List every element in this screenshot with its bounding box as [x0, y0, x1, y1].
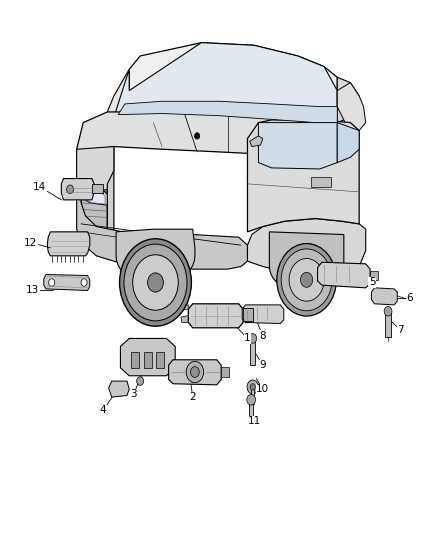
Bar [249, 400, 253, 422]
Text: 11: 11 [247, 416, 261, 426]
Text: 6: 6 [406, 294, 413, 303]
Polygon shape [337, 123, 359, 163]
Text: 12: 12 [24, 238, 37, 247]
Text: 3: 3 [130, 390, 137, 399]
Bar [131, 352, 139, 368]
Polygon shape [337, 83, 366, 133]
Bar [370, 271, 378, 280]
Polygon shape [269, 232, 344, 293]
Text: 5: 5 [369, 278, 376, 287]
Polygon shape [44, 274, 90, 290]
Polygon shape [337, 77, 359, 123]
Circle shape [49, 279, 55, 286]
Polygon shape [181, 305, 188, 310]
Polygon shape [371, 288, 397, 305]
Circle shape [120, 239, 191, 326]
Polygon shape [247, 219, 366, 274]
Polygon shape [61, 179, 94, 200]
Circle shape [148, 273, 163, 292]
Polygon shape [120, 338, 175, 376]
Polygon shape [83, 189, 105, 204]
Polygon shape [318, 262, 370, 288]
Bar [243, 308, 253, 321]
Polygon shape [116, 229, 195, 285]
Polygon shape [129, 43, 337, 91]
Polygon shape [77, 147, 114, 197]
Polygon shape [47, 232, 90, 256]
Text: 10: 10 [256, 384, 269, 394]
Polygon shape [114, 43, 337, 125]
Circle shape [289, 259, 324, 301]
Bar [144, 352, 152, 368]
Circle shape [133, 255, 178, 310]
Text: 8: 8 [259, 331, 266, 341]
Circle shape [124, 244, 187, 321]
Polygon shape [247, 120, 359, 232]
Bar [311, 177, 331, 187]
Text: 13: 13 [26, 286, 39, 295]
Text: 1: 1 [244, 334, 251, 343]
Bar [250, 338, 255, 365]
Text: 4: 4 [99, 406, 106, 415]
Circle shape [186, 361, 204, 383]
Polygon shape [188, 304, 243, 328]
Polygon shape [118, 101, 337, 123]
Bar [251, 387, 254, 404]
Polygon shape [181, 316, 188, 322]
Text: 14: 14 [33, 182, 46, 191]
Bar [92, 184, 103, 193]
Polygon shape [109, 381, 129, 397]
Circle shape [277, 244, 336, 316]
Polygon shape [77, 187, 247, 269]
Circle shape [67, 185, 74, 193]
Circle shape [250, 384, 255, 390]
Text: 9: 9 [259, 360, 266, 370]
Circle shape [384, 306, 392, 316]
Circle shape [281, 249, 332, 311]
Circle shape [300, 272, 313, 287]
Polygon shape [258, 123, 337, 169]
Circle shape [137, 377, 144, 385]
Polygon shape [81, 171, 107, 237]
Text: 7: 7 [397, 326, 404, 335]
Circle shape [81, 279, 87, 286]
Circle shape [247, 394, 256, 405]
Circle shape [194, 133, 200, 139]
Bar [221, 367, 229, 377]
Polygon shape [250, 136, 263, 147]
Circle shape [249, 334, 257, 343]
Polygon shape [107, 69, 129, 123]
Polygon shape [169, 360, 221, 385]
Text: 2: 2 [189, 392, 196, 402]
Bar [385, 311, 391, 337]
Polygon shape [242, 305, 284, 324]
Polygon shape [77, 112, 337, 160]
Polygon shape [77, 147, 114, 248]
Circle shape [247, 380, 258, 394]
Polygon shape [81, 187, 107, 205]
Circle shape [191, 367, 199, 377]
Bar [156, 352, 164, 368]
